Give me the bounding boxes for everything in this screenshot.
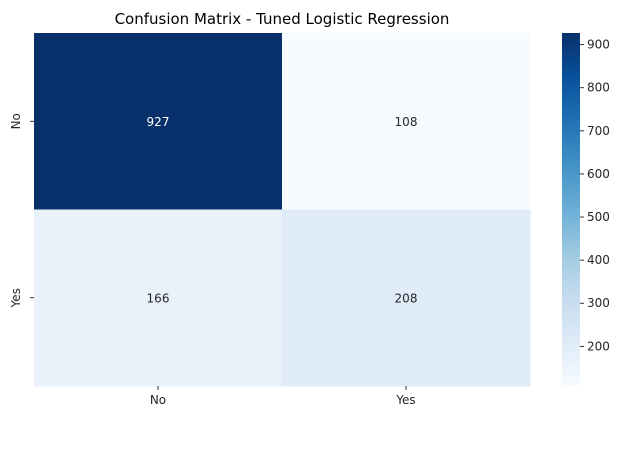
colorbar-tick-label: 400 — [587, 253, 610, 267]
heatmap-cell — [282, 33, 531, 210]
colorbar-tick-label: 800 — [587, 81, 610, 95]
heatmap-cell-labels: 927 108 166 208 — [147, 115, 418, 306]
colorbar-tick-label: 200 — [587, 339, 610, 353]
heatmap-cell — [34, 33, 283, 210]
colorbar-tick-label: 500 — [587, 210, 610, 224]
x-tick-label: Yes — [395, 393, 415, 407]
cell-value-label: 208 — [395, 291, 418, 305]
x-tick-label: No — [150, 393, 166, 407]
cell-value-label: 927 — [147, 115, 170, 129]
y-tick-label: Yes — [9, 288, 23, 308]
y-tick-label: No — [9, 113, 23, 129]
heatmap-cell — [34, 209, 283, 387]
heatmap-cells — [34, 33, 531, 387]
y-axis: No Yes — [9, 113, 34, 308]
cell-value-label: 166 — [147, 291, 170, 305]
colorbar-axis: 200 300 400 500 600 700 800 900 — [580, 38, 610, 353]
colorbar-tick-label: 700 — [587, 124, 610, 138]
chart-title: Confusion Matrix - Tuned Logistic Regres… — [115, 10, 450, 28]
heatmap-cell — [282, 209, 531, 387]
colorbar-tick-label: 900 — [587, 38, 610, 52]
colorbar-tick-label: 300 — [587, 296, 610, 310]
cell-value-label: 108 — [395, 115, 418, 129]
x-axis: No Yes — [150, 386, 416, 407]
colorbar — [562, 33, 580, 386]
colorbar-tick-label: 600 — [587, 167, 610, 181]
